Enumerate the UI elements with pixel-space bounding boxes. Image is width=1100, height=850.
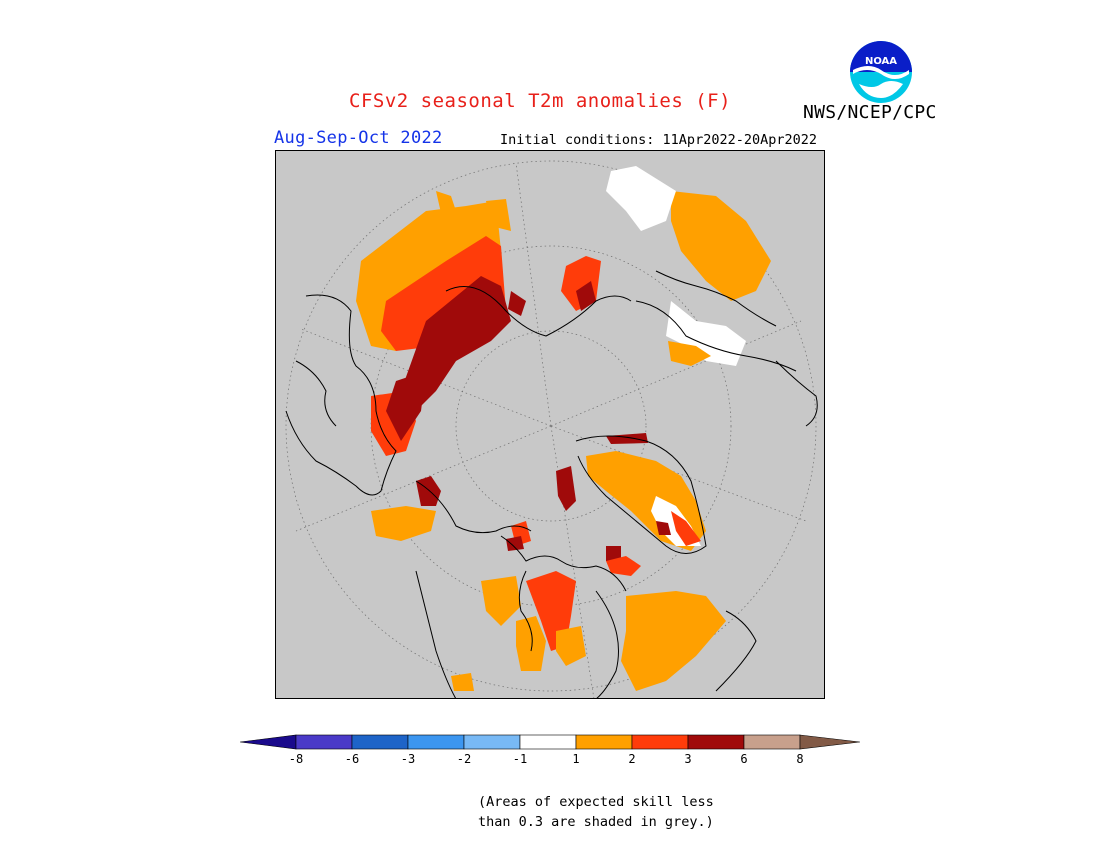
colorbar-low-arrow xyxy=(239,734,297,750)
colorbar-bin xyxy=(575,734,633,750)
anomaly-shading xyxy=(356,166,771,691)
svg-text:NOAA: NOAA xyxy=(865,56,897,67)
colorbar-tick: 1 xyxy=(572,752,580,766)
season-label: Aug-Sep-Oct 2022 xyxy=(274,128,443,148)
region-eastern-siberia xyxy=(401,276,511,411)
colorbar-bin xyxy=(351,734,409,750)
colorbar-tick: 8 xyxy=(796,752,804,766)
region-northern-europe xyxy=(671,191,771,301)
latitude-circles xyxy=(285,160,817,692)
noaa-logo: NOAA xyxy=(849,40,913,104)
colorbar-bin xyxy=(631,734,689,750)
colorbar-tick: -6 xyxy=(344,752,360,766)
colorbar-high-arrow xyxy=(799,734,861,750)
colorbar-bin xyxy=(519,734,577,750)
polar-anomaly-map xyxy=(275,150,825,699)
colorbar-bin xyxy=(463,734,521,750)
coastlines xyxy=(285,270,818,698)
colorbar-tick: 6 xyxy=(740,752,748,766)
agency-label: NWS/NCEP/CPC xyxy=(803,102,937,123)
region-eastern-canada xyxy=(621,591,726,691)
skill-note-line-2: than 0.3 are shaded in grey.) xyxy=(478,814,714,830)
skill-note-line-1: (Areas of expected skill less xyxy=(478,794,714,810)
chart-title: CFSv2 seasonal T2m anomalies (F) xyxy=(349,90,732,112)
colorbar-tick: -3 xyxy=(400,752,416,766)
skill-note: (Areas of expected skill less than 0.3 a… xyxy=(478,792,714,832)
colorbar-bin xyxy=(687,734,745,750)
colorbar-bin xyxy=(407,734,465,750)
colorbar xyxy=(239,732,861,754)
colorbar-tick: 2 xyxy=(628,752,636,766)
colorbar-bin xyxy=(743,734,801,750)
colorbar-tick: -2 xyxy=(456,752,472,766)
initial-conditions-label: Initial conditions: 11Apr2022-20Apr2022 xyxy=(500,132,817,148)
colorbar-tick: 3 xyxy=(684,752,692,766)
colorbar-tick: -8 xyxy=(288,752,304,766)
colorbar-tick: -1 xyxy=(512,752,528,766)
colorbar-bin xyxy=(295,734,353,750)
